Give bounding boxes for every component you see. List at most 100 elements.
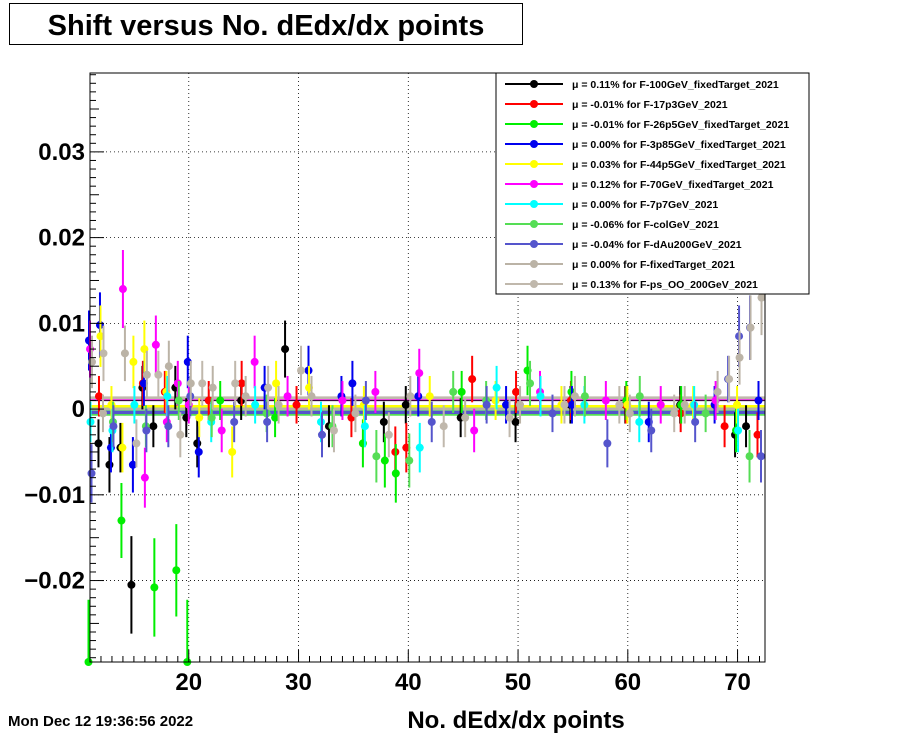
data-point (230, 417, 239, 426)
data-point (746, 323, 755, 332)
y-tick-label: −0.02 (24, 568, 85, 595)
data-point (142, 426, 151, 435)
y-tick-label: −0.01 (24, 482, 85, 509)
data-point (228, 447, 237, 456)
data-point (163, 392, 172, 401)
legend-entry: μ = 0.13% for F-ps_OO_200GeV_2021 (572, 279, 758, 291)
legend: μ = 0.11% for F-100GeV_fixedTarget_2021 μ… (495, 72, 810, 295)
y-tick-label: 0.01 (38, 310, 85, 337)
data-point (457, 387, 466, 396)
data-point (401, 400, 410, 409)
data-point (231, 379, 240, 388)
data-point (274, 400, 283, 409)
legend-marker (530, 140, 538, 148)
data-point (379, 417, 388, 426)
axes: 20 30 40 50 60 70 −0.02 −0.01 0 0.01 0.02 0.03 (24, 74, 761, 696)
legend-marker (530, 180, 538, 188)
x-tick-label: 70 (724, 669, 751, 696)
data-point (502, 400, 511, 409)
data-point (272, 379, 281, 388)
data-point (292, 400, 301, 409)
legend-entry: μ = 0.00% for F-fixedTarget_2021 (572, 259, 735, 271)
legend-marker (530, 280, 538, 288)
data-point (118, 285, 127, 294)
legend-entry: μ = 0.11% for F-100GeV_fixedTarget_2021 (572, 79, 779, 91)
data-point (742, 422, 751, 431)
x-tick-label: 60 (614, 669, 641, 696)
data-point (87, 469, 96, 478)
data-point (735, 353, 744, 362)
data-point (208, 383, 217, 392)
data-point (536, 392, 545, 401)
data-point (701, 409, 710, 418)
data-point (461, 413, 470, 422)
data-point (88, 357, 96, 366)
data-point (560, 400, 569, 409)
data-point (351, 409, 360, 418)
data-point (338, 396, 347, 405)
data-point (348, 379, 357, 388)
data-point (150, 583, 159, 592)
data-point (94, 439, 103, 448)
data-point (98, 409, 107, 418)
data-point (151, 340, 160, 349)
legend-entry: μ = -0.01% for F-26p5GeV_fixedTarget_202… (572, 119, 789, 131)
chart-title: Shift versus No. dEdx/dx points (47, 10, 485, 42)
data-point (109, 422, 118, 431)
data-point (99, 349, 108, 358)
data-point (415, 443, 424, 452)
data-point (172, 566, 181, 575)
data-point (505, 413, 514, 422)
data-point (725, 375, 734, 384)
legend-entry: μ = -0.01% for F-17p3GeV_2021 (572, 99, 728, 111)
data-point (405, 456, 414, 465)
y-tick-label: 0.02 (38, 225, 85, 252)
legend-entry: μ = 0.00% for F-3p85GeV_fixedTarget_2021 (572, 139, 786, 151)
series-10 (99, 325, 734, 468)
data-point (216, 396, 225, 405)
data-point (120, 349, 129, 358)
data-point (680, 400, 689, 409)
timestamp: Mon Dec 12 19:36:56 2022 (8, 713, 194, 730)
data-point (372, 452, 381, 461)
data-point (516, 400, 525, 409)
data-point (207, 413, 216, 422)
data-point (128, 460, 137, 469)
data-point (753, 430, 762, 439)
data-point (391, 469, 400, 478)
series-9 (88, 260, 766, 438)
data-point (164, 422, 173, 431)
data-point (186, 379, 195, 388)
data-point (164, 362, 173, 371)
data-point (468, 375, 477, 384)
data-point (132, 439, 141, 448)
data-point (271, 413, 280, 422)
data-point (635, 417, 644, 426)
data-point (625, 409, 634, 418)
series-0 (94, 320, 751, 634)
data-point (241, 392, 250, 401)
data-point (94, 392, 103, 401)
data-point (297, 366, 306, 375)
data-point (251, 400, 260, 409)
data-point (439, 422, 448, 431)
data-point (615, 400, 624, 409)
mean-lines (90, 396, 765, 416)
data-point (406, 392, 415, 401)
data-point (130, 400, 139, 409)
legend-marker (530, 160, 538, 168)
legend-marker (530, 260, 538, 268)
data-point (380, 456, 389, 465)
legend-entry: μ = 0.00% for F-7p7GeV_2021 (572, 199, 718, 211)
data-point (601, 396, 610, 405)
data-point (198, 379, 207, 388)
x-tick-label: 30 (285, 669, 312, 696)
data-point (317, 430, 326, 439)
data-point (118, 443, 127, 452)
legend-marker (530, 220, 538, 228)
data-point (117, 516, 126, 525)
data-point (670, 409, 679, 418)
data-point (264, 383, 273, 392)
chart-title-box: Shift versus No. dEdx/dx points (9, 3, 523, 45)
